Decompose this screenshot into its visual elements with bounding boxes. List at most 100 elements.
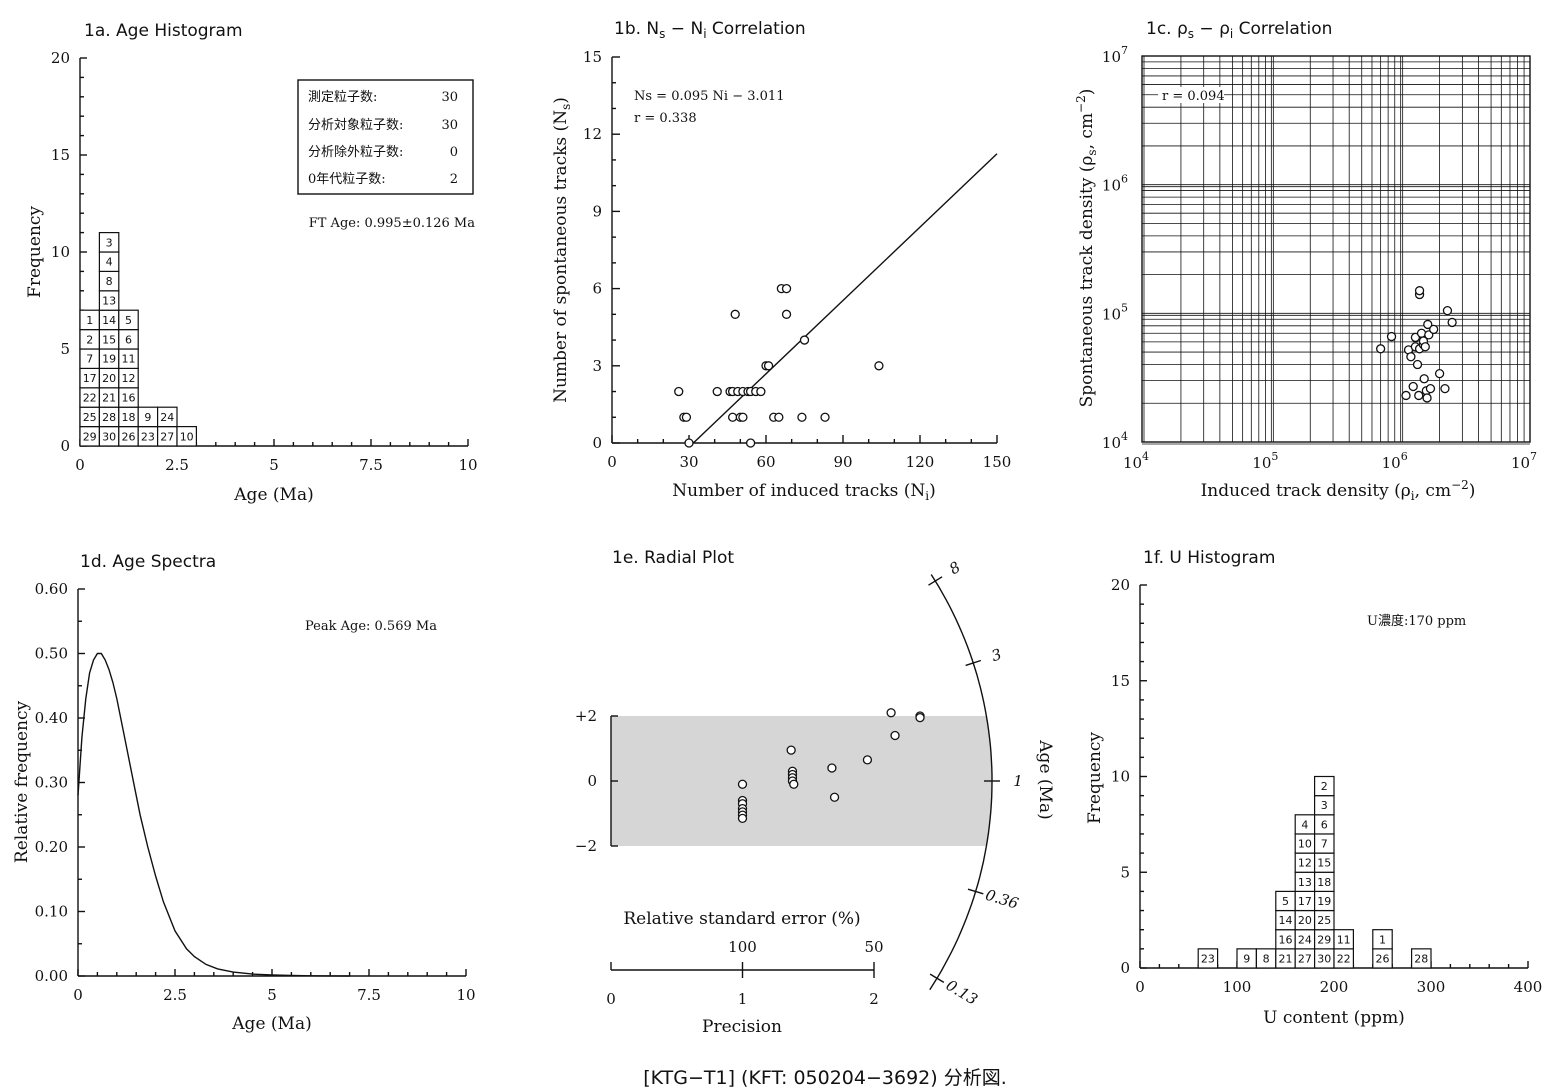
chart-1b-y-tick-label: 9 [592, 202, 602, 220]
chart-1c-title: 1c. ρs − ρi Correlation [1146, 19, 1332, 41]
chart-1e-age-arc [929, 574, 993, 991]
chart-1b-x-tick-label: 120 [906, 453, 935, 471]
grain-number: 15 [102, 333, 116, 346]
chart-1c-frame [1141, 55, 1531, 443]
data-point [756, 386, 766, 397]
chart-1a-y-tick-label: 20 [51, 49, 70, 67]
chart-1f-y-tick-label: 10 [1111, 768, 1130, 786]
grain-number: 19 [1317, 895, 1331, 908]
grain-number: 2 [86, 333, 93, 346]
data-point [1440, 383, 1450, 394]
grain-number: 28 [102, 411, 116, 424]
chart-1d-x-tick-label: 2.5 [163, 986, 187, 1004]
chart-1a-y-tick-label: 10 [51, 243, 70, 261]
data-point [674, 386, 684, 397]
chart-1c-r-label: r = 0.094 [1158, 87, 1225, 104]
chart-1b-x-label: Number of induced tracks (Ni) [672, 481, 935, 503]
data-point [1401, 390, 1411, 401]
grain-number: 4 [106, 256, 113, 269]
histogram-cell [1410, 948, 1432, 969]
grain-number: 13 [1298, 876, 1312, 889]
precision-tick-label: 1 [738, 990, 748, 1008]
data-point [681, 412, 692, 422]
z-tick-label: 0 [587, 772, 597, 790]
chart-1b-x-ticks: 0 30 60 90 120 150 [607, 435, 1011, 471]
age-tick-label: 1 [1013, 772, 1023, 790]
z-tick-label: −2 [575, 837, 597, 855]
data-point [1425, 383, 1436, 394]
legend-row-label: 分析対象粒子数: [308, 118, 403, 133]
data-point [829, 792, 840, 802]
data-point [862, 755, 873, 765]
rse-tick-label: 50 [864, 938, 883, 956]
grain-number: 17 [83, 372, 97, 385]
grain-number: 6 [1321, 818, 1328, 831]
age-tick-label: 3 [989, 645, 1004, 665]
data-point [789, 779, 799, 789]
chart-1f-y-tick-label: 20 [1111, 576, 1130, 594]
chart-1b-x-tick-label: 150 [983, 453, 1012, 471]
chart-1f-x-tick-label: 300 [1417, 978, 1446, 996]
chart-1b-y-tick-label: 0 [592, 434, 602, 452]
chart-1e-radial-plot: 1e. Radial Plot 8 3 1 0.36 0.13 +2 0 −2 Age (M… [575, 548, 1055, 1037]
chart-1b-y-tick-label: 15 [583, 48, 602, 66]
grain-number: 26 [1376, 952, 1390, 965]
age-tick-label: 0.13 [943, 976, 981, 1009]
chart-1f-x-tick-label: 200 [1320, 978, 1349, 996]
data-point [1423, 319, 1433, 330]
grain-number: 24 [160, 411, 174, 424]
chart-1d-y-tick-label: 0.50 [35, 645, 68, 663]
grain-number: 28 [1414, 952, 1428, 965]
grain-number: 3 [106, 236, 113, 249]
chart-1d-spectrum-curve [77, 652, 350, 977]
grain-number: 8 [1263, 952, 1270, 965]
chart-1d-x-tick-label: 5 [267, 986, 277, 1004]
grain-number: 24 [1298, 933, 1312, 946]
figure-caption: [KTG−T1] (KFT: 050204−3692) 分析図. [643, 1067, 1007, 1089]
chart-1b-y-label: Number of spontaneous tracks (Ns) [551, 97, 573, 403]
chart-1b-x-tick-label: 30 [679, 453, 698, 471]
data-point [827, 763, 837, 773]
data-point [781, 309, 792, 319]
grain-number: 18 [122, 411, 136, 424]
data-point [786, 745, 796, 755]
grain-number: 4 [1301, 818, 1308, 831]
chart-1c-y-tick-label: 107 [1102, 44, 1128, 66]
histogram-cell [1333, 929, 1354, 950]
chart-1c-x-label: Induced track density (ρi, cm−2) [1201, 478, 1476, 503]
legend-row-value: 0 [450, 145, 458, 160]
grain-number: 12 [1298, 857, 1312, 870]
grain-number: 29 [83, 430, 97, 443]
grain-number: 21 [1279, 952, 1293, 965]
chart-1a-y-ticks: 0 5 10 15 20 [51, 49, 87, 455]
data-point [1429, 324, 1439, 335]
data-point [1434, 368, 1445, 379]
chart-1c-points [1375, 286, 1457, 403]
grain-number: 22 [83, 392, 97, 405]
grain-number: 19 [102, 353, 116, 366]
chart-1f-u-concentration: U濃度:170 ppm [1367, 613, 1466, 629]
chart-1b-equation: Ns = 0.095 Ni − 3.011 [634, 89, 784, 104]
grain-number: 5 [1282, 895, 1289, 908]
chart-1a-x-tick-label: 5 [269, 456, 279, 474]
histogram-cell [1313, 775, 1335, 797]
grain-number: 17 [1298, 895, 1312, 908]
chart-1f-bars: 23 9 8 211614527242017131210430292519181576… [1197, 775, 1432, 969]
chart-1d-x-tick-label: 10 [456, 986, 475, 1004]
data-point [1419, 374, 1429, 384]
chart-1d-y-tick-label: 0.20 [35, 838, 68, 856]
grain-number: 27 [160, 430, 174, 443]
grain-number: 10 [180, 430, 194, 443]
chart-1f-y-tick-label: 15 [1111, 672, 1130, 690]
precision-tick-label: 2 [869, 990, 879, 1008]
data-point [738, 412, 748, 422]
chart-1d-y-label: Relative frequency [12, 700, 32, 863]
grain-number: 30 [1317, 952, 1331, 965]
chart-1d-x-tick-label: 0 [73, 986, 83, 1004]
grain-number: 20 [1298, 914, 1312, 927]
chart-1f-y-tick-label: 5 [1120, 863, 1130, 881]
grain-number: 11 [1337, 933, 1351, 946]
chart-1d-y-tick-label: 0.10 [35, 903, 68, 921]
